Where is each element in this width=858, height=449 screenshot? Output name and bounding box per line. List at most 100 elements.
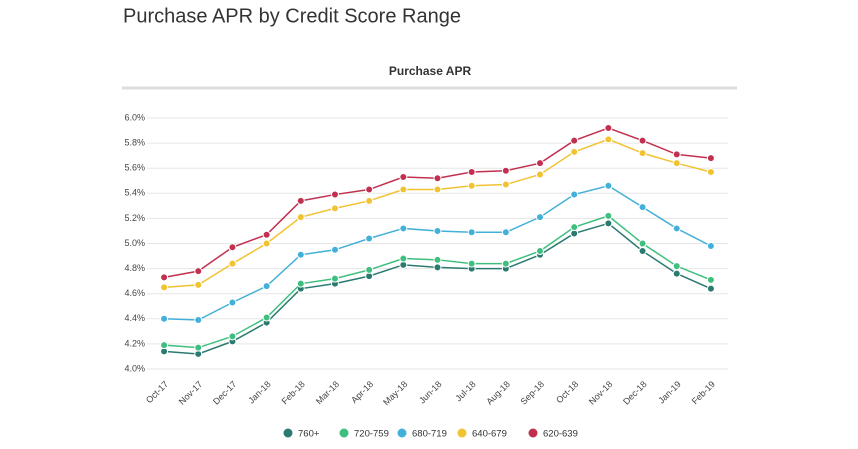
y-tick-label: 4.2% [124,338,145,348]
legend-label: 680-719 [412,429,447,440]
y-tick-label: 5.4% [124,188,145,198]
series-line [164,184,712,321]
data-point [433,263,442,272]
data-point [638,149,647,158]
data-point [467,167,476,176]
data-point [570,147,579,156]
data-point [433,185,442,194]
x-tick-label: May-18 [381,379,409,407]
data-point [604,124,613,133]
data-point [194,316,203,325]
data-point [706,242,715,251]
data-point [638,136,647,145]
x-tick-label: Feb-19 [690,379,717,406]
data-point [330,245,339,254]
y-tick-label: 4.8% [124,263,145,273]
x-tick-label: Jan-19 [656,379,683,406]
data-point [706,275,715,284]
data-point [365,234,374,243]
page-title: Purchase APR by Credit Score Range [123,5,461,27]
data-point [194,267,203,276]
y-tick-label: 4.6% [124,288,145,298]
data-point [570,136,579,145]
legend-marker [397,428,407,438]
data-point [536,213,545,222]
data-point [228,332,237,341]
data-point [672,262,681,271]
data-point [262,313,271,322]
data-point [194,280,203,289]
data-point [467,228,476,237]
data-point [330,190,339,199]
data-point [501,166,510,175]
data-point [330,274,339,283]
y-tick-label: 5.0% [124,238,145,248]
data-point [228,243,237,252]
data-point [604,135,613,144]
data-point [604,211,613,220]
data-point [467,259,476,268]
chart-title: Purchase APR [389,64,472,78]
data-point [501,228,510,237]
data-point [262,239,271,248]
legend-marker [528,428,538,438]
data-point [160,273,169,282]
data-point [296,250,305,259]
y-tick-label: 5.2% [124,213,145,223]
x-tick-label: Mar-18 [314,379,341,406]
data-point [536,247,545,256]
data-point [228,298,237,307]
data-point [433,174,442,183]
data-point [330,204,339,213]
data-point [570,223,579,232]
x-tick-label: Feb-18 [280,379,307,406]
y-tick-label: 5.6% [124,163,145,173]
data-point [536,170,545,179]
legend-marker [457,428,467,438]
legend-label: 720-759 [354,429,389,440]
data-point [433,226,442,235]
x-tick-label: Jun-18 [417,379,444,406]
data-point [706,154,715,163]
x-tick-label: Dec-18 [621,379,649,407]
data-point [296,213,305,222]
legend-label: 640-679 [472,429,507,440]
legend-marker [339,428,349,438]
y-tick-label: 5.8% [124,137,145,147]
y-tick-label: 4.0% [124,363,145,373]
data-point [296,279,305,288]
data-point [467,181,476,190]
legend-marker [283,428,293,438]
data-point [501,259,510,268]
data-point [570,190,579,199]
data-point [399,254,408,263]
data-point [262,282,271,291]
x-tick-label: Apr-18 [349,379,375,405]
data-point [672,269,681,278]
data-point [672,150,681,159]
data-point [536,159,545,168]
data-point [706,284,715,293]
data-point [160,283,169,292]
y-tick-label: 4.4% [124,313,145,323]
data-point [672,159,681,168]
data-point [399,172,408,181]
data-point [365,265,374,274]
x-tick-label: Aug-18 [484,379,512,407]
data-point [365,196,374,205]
data-point [160,341,169,350]
legend-label: 620-639 [543,429,578,440]
data-point [501,180,510,189]
x-tick-label: Jan-18 [246,379,273,406]
y-tick-label: 6.0% [124,112,145,122]
x-tick-label: Nov-18 [587,379,615,407]
data-point [228,259,237,268]
data-point [194,343,203,352]
data-point [365,185,374,194]
data-point [604,219,613,228]
x-tick-label: Oct-18 [554,379,580,405]
data-point [604,181,613,190]
data-point [638,247,647,256]
data-point [638,203,647,212]
